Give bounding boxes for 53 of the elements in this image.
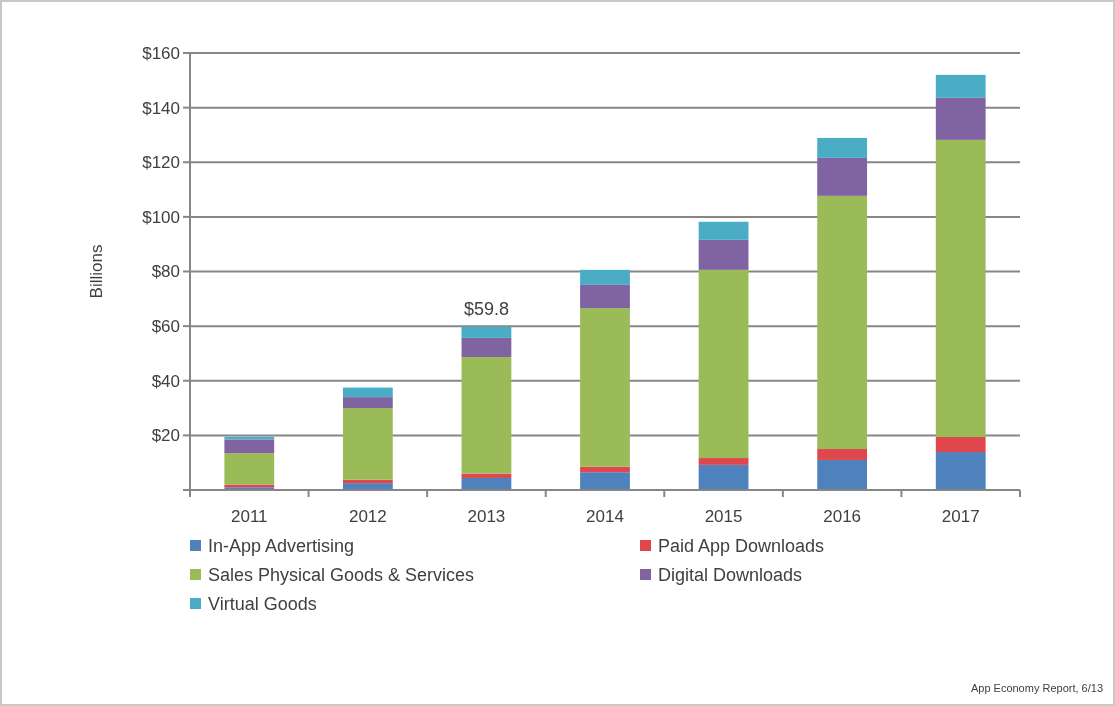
bar [461, 356, 512, 474]
x-tick-label: 2011 [231, 507, 268, 526]
x-tick-label: 2012 [348, 507, 387, 526]
bar [935, 139, 986, 438]
bar [817, 459, 868, 490]
x-tick-label: 2016 [823, 507, 862, 526]
y-tick-label: $160 [142, 43, 180, 63]
y-tick-label: $140 [142, 98, 180, 118]
bar [935, 437, 986, 453]
bar [580, 308, 630, 467]
bar [342, 387, 393, 398]
bar [461, 473, 512, 478]
y-tick-label: $60 [151, 317, 180, 337]
bar [817, 195, 868, 450]
bar [698, 221, 749, 240]
bar [461, 477, 512, 490]
bar [935, 74, 986, 98]
bar [342, 408, 393, 480]
legend-label: In-App Advertising [208, 536, 355, 557]
bar [935, 452, 986, 490]
text: App Economy Report, 6/13 [970, 682, 1103, 694]
x-tick-label: 2014 [586, 507, 624, 526]
bar [224, 453, 275, 485]
legend-label: Virtual Goods [208, 594, 317, 615]
y-tick-label: $100 [142, 207, 180, 227]
legend-label: Paid App Downloads [658, 536, 825, 557]
bar [461, 337, 512, 357]
y-tick-label: $40 [151, 371, 180, 391]
bar [580, 466, 630, 473]
bar [580, 472, 630, 490]
bar [224, 439, 275, 454]
y-tick-label: $20 [151, 426, 180, 446]
bar [935, 97, 986, 140]
bar [817, 449, 868, 460]
annotation: $59.8 [463, 298, 509, 319]
legend-label: Sales Physical Goods & Services [208, 565, 475, 586]
x-tick-label: 2015 [704, 507, 743, 526]
bar [461, 326, 512, 338]
bar [698, 239, 749, 270]
bar [698, 269, 749, 459]
y-tick-label: $80 [151, 262, 180, 282]
bar [817, 137, 868, 158]
bar [817, 157, 868, 196]
x-tick-label: 2017 [941, 507, 980, 526]
x-tick-label: 2013 [467, 507, 506, 526]
bar [698, 464, 749, 490]
bar [580, 284, 630, 309]
legend-label: Digital Downloads [658, 565, 803, 586]
bar [342, 397, 393, 409]
bar [580, 269, 630, 285]
y-tick-label: $120 [142, 153, 180, 173]
bar [698, 458, 749, 465]
y-axis-title: Billions [87, 244, 106, 299]
